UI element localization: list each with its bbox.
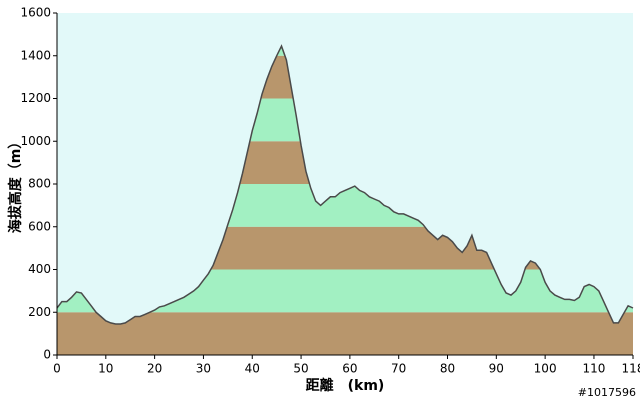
y-tick-label: 400: [28, 262, 51, 276]
x-tick-label: 70: [391, 362, 406, 376]
x-axis-label: 距離 (km): [306, 377, 385, 394]
x-tick-label: 110: [582, 362, 605, 376]
elevation-band: [57, 312, 633, 355]
x-tick-label: 40: [245, 362, 260, 376]
y-tick-label: 800: [28, 177, 51, 191]
x-tick-label: 50: [293, 362, 308, 376]
x-tick-label: 30: [196, 362, 211, 376]
watermark: #1017596: [578, 386, 636, 399]
x-tick-label: 0: [53, 362, 61, 376]
x-tick-label: 20: [147, 362, 162, 376]
x-tick-label: 10: [98, 362, 113, 376]
y-tick-label: 1000: [20, 134, 51, 148]
x-tick-label: 60: [342, 362, 357, 376]
y-tick-label: 600: [28, 219, 51, 233]
y-axis-label: 海拔高度（m）: [7, 135, 24, 234]
y-tick-label: 1400: [20, 48, 51, 62]
x-tick-label: 118: [622, 362, 640, 376]
x-tick-label: 100: [534, 362, 557, 376]
y-tick-label: 0: [43, 348, 51, 362]
y-tick-label: 1200: [20, 91, 51, 105]
y-tick-label: 1600: [20, 6, 51, 20]
elevation-line: [56, 44, 634, 325]
x-tick-label: 80: [440, 362, 455, 376]
y-tick-label: 200: [28, 305, 51, 319]
x-tick-label: 90: [489, 362, 504, 376]
